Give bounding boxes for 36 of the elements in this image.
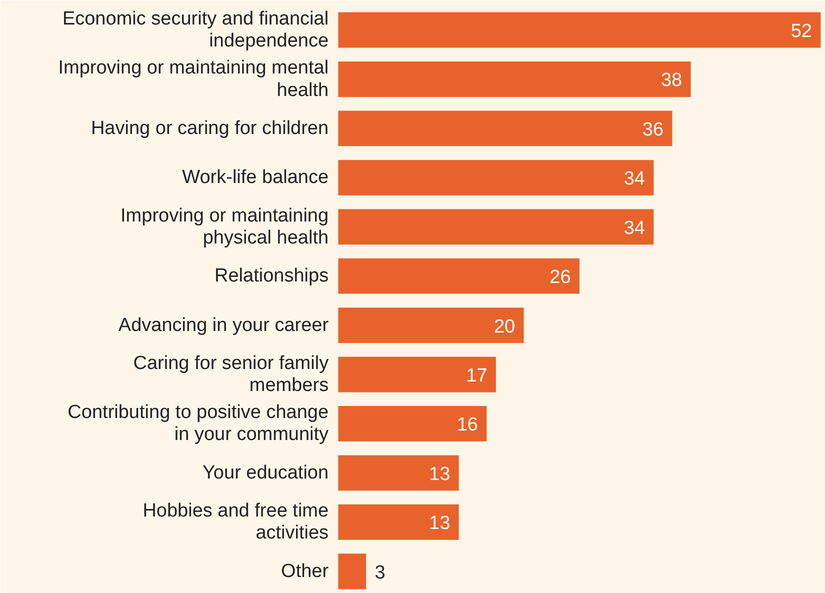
data-label: 17 [466, 366, 488, 387]
bar [338, 258, 580, 294]
y-tick-label: Hobbies and free time activities [142, 500, 329, 544]
data-label: 26 [550, 267, 571, 288]
bar [338, 12, 821, 48]
bar [338, 160, 654, 196]
y-tick-label: Advancing in your career [118, 314, 330, 336]
y-tick-label: Relationships [214, 266, 329, 287]
data-label: 36 [642, 119, 664, 140]
data-label: 34 [624, 218, 646, 239]
bar [338, 308, 524, 344]
y-tick-label: Contributing to positive change in your community [68, 402, 330, 446]
y-tick-label: Economic security and financial independence [62, 8, 329, 52]
bar [338, 504, 459, 540]
bar [338, 209, 654, 245]
data-label: 3 [374, 562, 386, 584]
bar [338, 554, 366, 590]
data-label: 52 [790, 21, 812, 42]
y-tick-label: Your education [202, 462, 329, 484]
y-tick-label: Other [281, 560, 330, 582]
data-label: 34 [624, 168, 646, 190]
bar [338, 110, 672, 146]
bar [338, 455, 459, 491]
data-label: 13 [429, 513, 450, 534]
bar [338, 406, 487, 442]
y-tick-label: Improving or maintaining physical health [120, 205, 329, 248]
bar [338, 62, 691, 97]
bar [338, 356, 496, 392]
y-tick-label: Work-life balance [182, 167, 329, 188]
y-tick-label: Caring for senior family members [133, 352, 330, 396]
y-tick-label: Improving or maintaining mental health [58, 58, 329, 101]
y-tick-label: Having or caring for children [90, 118, 329, 139]
data-label: 13 [429, 464, 450, 485]
data-label: 38 [660, 70, 682, 92]
data-label: 16 [456, 414, 478, 436]
data-label: 20 [494, 316, 516, 338]
